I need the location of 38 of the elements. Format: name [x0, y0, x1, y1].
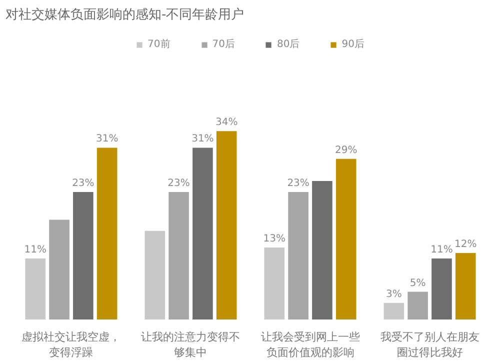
- data-label: 23%: [72, 178, 94, 190]
- bar: [168, 192, 189, 320]
- legend-label: 70后: [212, 38, 235, 51]
- data-label: 11%: [430, 244, 453, 256]
- bar: [216, 131, 237, 320]
- bar: [336, 158, 356, 320]
- data-label: 5%: [410, 278, 426, 289]
- bar: [144, 230, 166, 320]
- data-label: 3%: [386, 288, 402, 300]
- bar: [455, 253, 476, 320]
- data-label: 12%: [454, 239, 477, 250]
- bar: [49, 220, 70, 320]
- bar: [96, 148, 118, 320]
- chart-title: 对社交媒体负面影响的感知-不同年龄用户: [6, 6, 244, 22]
- data-label: 23%: [168, 178, 190, 190]
- bar: [288, 192, 308, 320]
- bar: [25, 258, 46, 320]
- bar: [384, 302, 404, 320]
- bar: [264, 247, 285, 320]
- legend-label: 90后: [342, 38, 364, 51]
- x-tick-label: 让我的注意力变得不够集中: [141, 330, 240, 360]
- data-label: 23%: [287, 178, 310, 190]
- data-label: 13%: [263, 233, 286, 244]
- bar: [312, 180, 332, 320]
- bar: [432, 258, 452, 320]
- data-label: 34%: [215, 117, 238, 128]
- legend-label: 70前: [148, 38, 170, 51]
- bar: [192, 148, 213, 320]
- x-tick-label: 我受不了别人在朋友圈过得比我好: [380, 330, 480, 360]
- data-label: 31%: [96, 134, 118, 145]
- bar: [408, 292, 428, 320]
- data-label: 31%: [192, 134, 214, 145]
- data-label: 11%: [24, 244, 46, 256]
- legend-label: 80后: [277, 38, 300, 51]
- x-tick-label: 虚拟社交让我空虚，变得浮躁: [22, 330, 121, 360]
- x-tick-label: 让我会受到网上一些负面价值观的影响: [260, 330, 360, 360]
- data-label: 29%: [334, 144, 358, 156]
- bar: [73, 192, 94, 320]
